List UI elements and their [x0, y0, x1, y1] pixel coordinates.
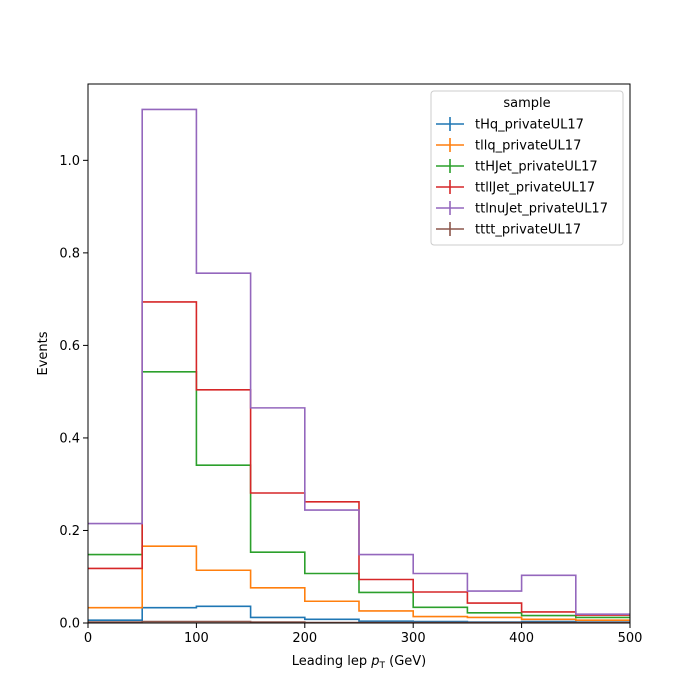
y-tick-label: 0.4	[59, 431, 80, 446]
legend-title: sample	[503, 96, 550, 111]
legend-label: tHq_privateUL17	[475, 118, 584, 133]
series-3-step-line	[88, 301, 630, 616]
legend-label: tllq_privateUL17	[475, 139, 581, 154]
legend-label: ttHJet_privateUL17	[475, 160, 598, 175]
legend-label: ttlnuJet_privateUL17	[475, 202, 608, 217]
plot-frame	[87, 83, 631, 624]
x-tick-label: 500	[618, 631, 643, 646]
legend-items: tHq_privateUL17 tllq_privateUL17 ttHJet_pr…	[436, 117, 608, 238]
legend-label: tttt_privateUL17	[475, 223, 581, 238]
series-2-step-line	[88, 370, 630, 619]
legend-item: tHq_privateUL17	[436, 117, 584, 133]
y-tick-label: 0.2	[59, 524, 80, 539]
legend-box	[430, 90, 624, 246]
legend-item: ttHJet_privateUL17	[436, 159, 598, 175]
y-tick-label: 0.6	[59, 339, 80, 354]
legend-item: ttllJet_privateUL17	[436, 180, 595, 196]
y-tick-label: 1.0	[59, 154, 80, 169]
x-axis-label: Leading lep pT (GeV)	[292, 654, 426, 671]
legend-item: ttlnuJet_privateUL17	[436, 201, 608, 217]
x-tick-label: 0	[84, 631, 92, 646]
y-axis: 0.0 0.2 0.4 0.6 0.8 1.0	[59, 154, 88, 632]
legend-item: tllq_privateUL17	[436, 138, 581, 154]
x-axis: 0 100 200 300 400 500	[84, 623, 643, 646]
y-axis-label: Events	[36, 331, 51, 375]
series-layer	[88, 108, 630, 624]
series-1-step-line	[88, 545, 630, 622]
legend-label: ttllJet_privateUL17	[475, 181, 595, 196]
series-4-step-line	[88, 108, 630, 616]
legend-item: tttt_privateUL17	[436, 222, 581, 238]
legend: sample tHq_privateUL17 tllq_privateUL17tt…	[430, 90, 624, 246]
series-0-step-line	[88, 605, 630, 623]
x-tick-label: 100	[184, 631, 209, 646]
y-tick-label: 0.0	[59, 617, 80, 632]
y-tick-label: 0.8	[59, 246, 80, 261]
x-tick-label: 200	[292, 631, 317, 646]
x-tick-label: 400	[509, 631, 534, 646]
x-tick-label: 300	[401, 631, 426, 646]
series-5-step-line	[88, 620, 630, 624]
